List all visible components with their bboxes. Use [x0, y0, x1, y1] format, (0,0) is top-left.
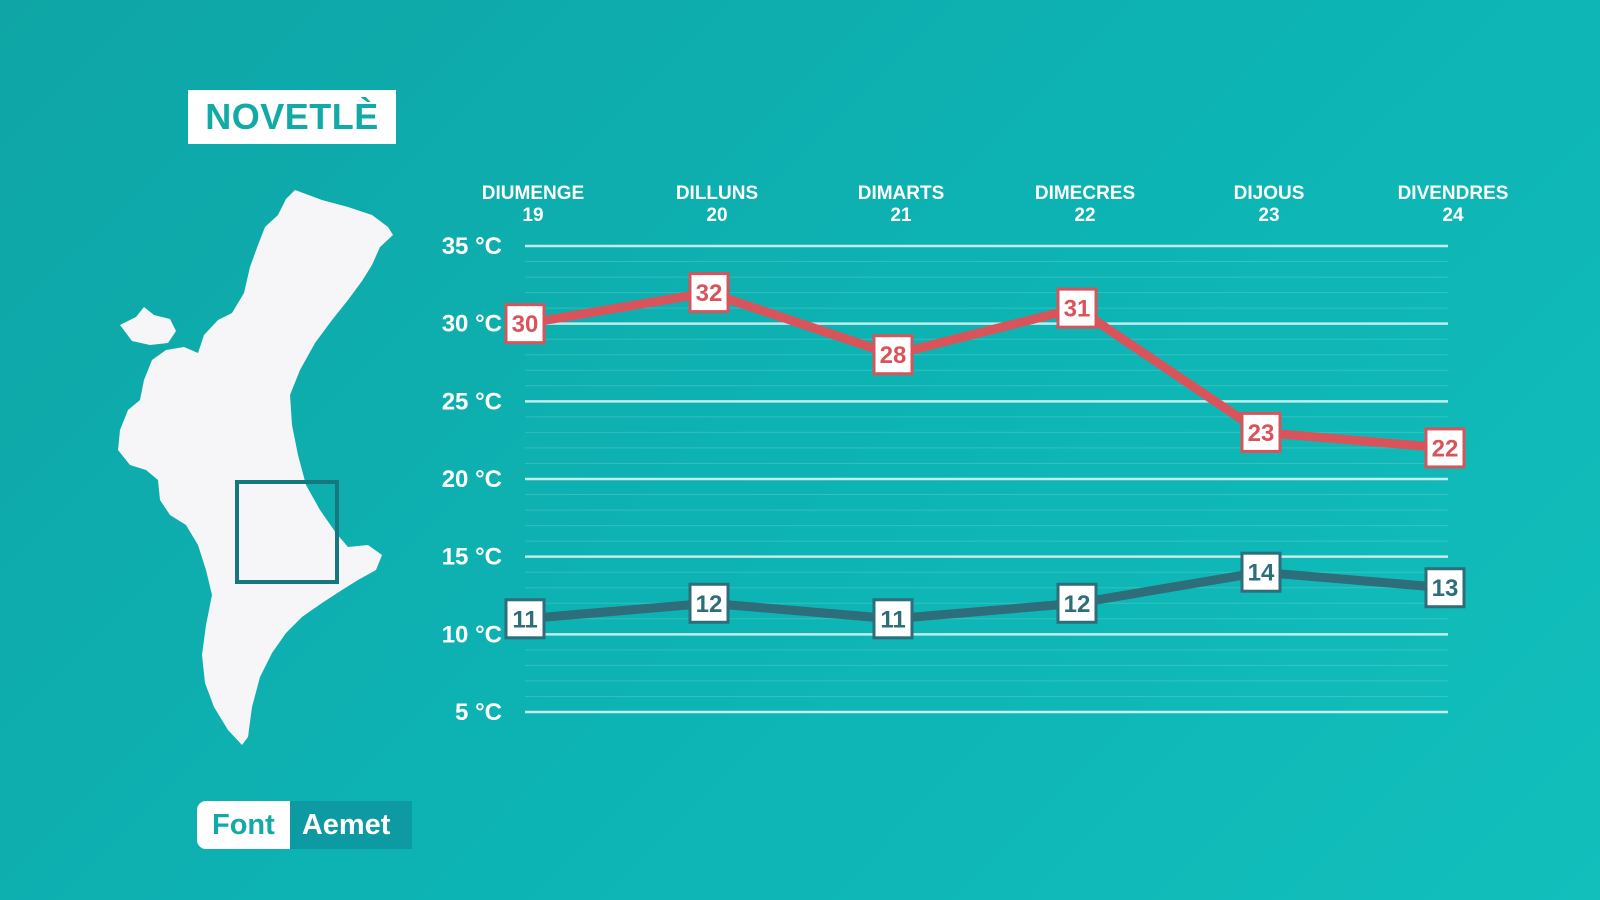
value-marker: 11	[504, 598, 546, 640]
y-tick-label: 30 °C	[442, 311, 502, 338]
data-value-label: 32	[696, 280, 723, 307]
data-value-label: 23	[1248, 420, 1275, 447]
day-name-label: DIMARTS	[858, 183, 945, 204]
highlight-area-box	[235, 480, 339, 584]
day-name-label: DIMECRES	[1035, 183, 1135, 204]
value-marker-box	[1424, 427, 1466, 469]
day-date-label: 20	[706, 205, 727, 226]
source-label: Font	[197, 801, 290, 849]
value-marker-box	[1240, 411, 1282, 453]
data-value-label: 22	[1432, 435, 1459, 462]
value-marker-box	[1056, 287, 1098, 329]
y-axis-ticks: 35 °C 30 °C 25 °C 20 °C 15 °C 10 °C 5 °C	[442, 233, 502, 726]
y-tick-label: 35 °C	[442, 233, 502, 260]
day-name-label: DIJOUS	[1234, 183, 1305, 204]
value-markers: 30 32 28 31 23 22 11 12 11 12 14 13	[504, 272, 1466, 640]
value-marker-box	[688, 272, 730, 314]
region-silhouette	[118, 190, 393, 745]
value-marker-box	[872, 598, 914, 640]
series-line	[520, 288, 1450, 453]
value-marker-box	[504, 303, 546, 345]
value-marker: 22	[1424, 427, 1466, 469]
y-tick-label: 10 °C	[442, 621, 502, 648]
day-name-label: DILLUNS	[676, 183, 758, 204]
day-date-label: 21	[890, 205, 912, 226]
y-tick-label: 20 °C	[442, 466, 502, 493]
day-date-label: 19	[522, 205, 543, 226]
region-inland-island	[120, 307, 176, 345]
data-value-label: 12	[696, 591, 723, 618]
data-value-label: 12	[1064, 591, 1091, 618]
value-marker-box	[1240, 551, 1282, 593]
major-gridlines	[525, 244, 1448, 714]
day-date-label: 24	[1442, 205, 1464, 226]
data-value-label: 14	[1248, 560, 1275, 587]
value-marker: 30	[504, 303, 546, 345]
value-marker-box	[688, 582, 730, 624]
data-value-label: 30	[512, 311, 539, 338]
day-date-label: 22	[1074, 205, 1095, 226]
data-value-label: 13	[1432, 575, 1459, 602]
day-name-label: DIUMENGE	[482, 183, 584, 204]
value-marker: 32	[688, 272, 730, 314]
value-marker: 23	[1240, 411, 1282, 453]
series-line	[520, 567, 1450, 624]
value-marker-box	[1424, 567, 1466, 609]
value-marker-box	[504, 598, 546, 640]
series-lines	[520, 288, 1450, 624]
minor-gridlines	[525, 261, 1448, 697]
value-marker: 12	[688, 582, 730, 624]
source-name: Aemet	[289, 801, 413, 849]
value-marker: 11	[872, 598, 914, 640]
value-marker-box	[1056, 582, 1098, 624]
y-tick-label: 25 °C	[442, 388, 502, 415]
source-credit: Font Aemet	[197, 801, 413, 849]
day-date-label: 23	[1258, 205, 1279, 226]
value-marker-box	[872, 334, 914, 376]
value-marker: 31	[1056, 287, 1098, 329]
value-marker: 12	[1056, 582, 1098, 624]
data-value-label: 31	[1064, 296, 1091, 323]
y-tick-label: 5 °C	[455, 699, 502, 726]
brand-title: NOVETLÈ	[205, 96, 379, 137]
day-name-label: DIVENDRES	[1398, 183, 1509, 204]
value-marker: 13	[1424, 567, 1466, 609]
value-marker: 14	[1240, 551, 1282, 593]
valencia-region-map	[118, 190, 393, 745]
data-value-label: 11	[512, 606, 537, 633]
data-value-label: 11	[880, 606, 905, 633]
brand-title-box: NOVETLÈ	[188, 90, 396, 144]
value-marker: 28	[872, 334, 914, 376]
y-tick-label: 15 °C	[442, 544, 502, 571]
data-value-label: 28	[880, 342, 907, 369]
